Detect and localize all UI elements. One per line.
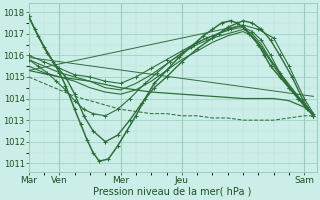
X-axis label: Pression niveau de la mer( hPa ): Pression niveau de la mer( hPa ) [93, 187, 252, 197]
